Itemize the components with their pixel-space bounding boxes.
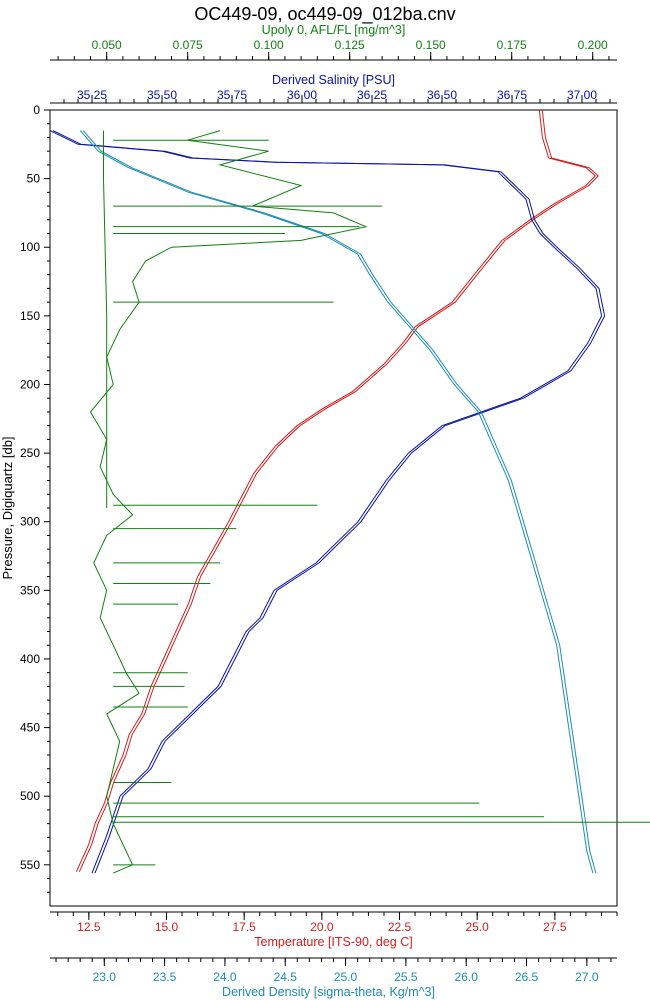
density-tick-label: 27.0	[575, 970, 599, 984]
y-tick-label: 250	[20, 446, 40, 460]
salinity-axis-title: Derived Salinity [PSU]	[272, 73, 395, 87]
density-series-line-upcast	[82, 130, 597, 874]
fluor-tick-label: 0.125	[335, 38, 365, 52]
y-tick-label: 500	[20, 789, 40, 803]
temperature-tick-label: 22.5	[388, 920, 412, 934]
salinity-tick-label: 36.00	[287, 88, 317, 102]
density-tick-label: 26.5	[515, 970, 539, 984]
temperature-tick-label: 25.0	[466, 920, 490, 934]
y-tick-label: 0	[33, 103, 40, 117]
y-tick-label: 100	[20, 240, 40, 254]
fluor-baseline	[103, 130, 108, 508]
y-tick-label: 200	[20, 377, 40, 391]
temperature-series-line	[75, 109, 597, 872]
salinity-series-line-upcast	[52, 130, 606, 874]
fluor-tick-label: 0.100	[254, 38, 284, 52]
fluor-series-line	[89, 130, 368, 874]
salinity-tick-label: 36.75	[497, 88, 527, 102]
series-layer	[49, 109, 650, 874]
density-series-line	[79, 130, 594, 874]
density-tick-label: 26.0	[455, 970, 479, 984]
temperature-tick-label: 17.5	[232, 920, 256, 934]
fluor-tick-label: 0.150	[416, 38, 446, 52]
density-tick-label: 23.5	[153, 970, 177, 984]
density-tick-label: 25.0	[334, 970, 358, 984]
temperature-tick-label: 12.5	[77, 920, 101, 934]
density-tick-label: 23.0	[93, 970, 117, 984]
y-tick-label: 400	[20, 652, 40, 666]
y-tick-label: 350	[20, 583, 40, 597]
salinity-tick-label: 37.00	[567, 88, 597, 102]
chart-title: OC449-09, oc449-09_012ba.cnv	[194, 4, 455, 25]
temperature-axis-title: Temperature [ITS-90, deg C]	[254, 935, 412, 949]
density-axis-title: Derived Density [sigma-theta, Kg/m^3]	[222, 985, 435, 999]
fluor-tick-label: 0.175	[497, 38, 527, 52]
fluor-tick-label: 0.200	[578, 38, 608, 52]
salinity-tick-label: 35.50	[147, 88, 177, 102]
y-tick-label: 450	[20, 721, 40, 735]
axes-layer: 0 50 100 150 200 250 300 350 400 450 500 550 Pressur…	[0, 23, 618, 999]
salinity-tick-label: 35.25	[77, 88, 107, 102]
temperature-tick-label: 15.0	[155, 920, 179, 934]
fluor-tick-label: 0.050	[92, 38, 122, 52]
temperature-tick-label: 20.0	[310, 920, 334, 934]
density-tick-label: 24.0	[213, 970, 237, 984]
plot-frame	[49, 109, 618, 907]
salinity-tick-label: 35.75	[217, 88, 247, 102]
salinity-tick-label: 36.25	[357, 88, 387, 102]
y-tick-label: 150	[20, 309, 40, 323]
fluor-tick-label: 0.075	[173, 38, 203, 52]
y-tick-label: 550	[20, 858, 40, 872]
density-tick-label: 25.5	[394, 970, 418, 984]
y-axis-label: Pressure, Digiquartz [db]	[0, 436, 15, 579]
temperature-series-line-upcast	[78, 109, 600, 872]
temperature-tick-label: 27.5	[543, 920, 567, 934]
y-tick-label: 50	[27, 172, 41, 186]
density-tick-label: 24.5	[274, 970, 298, 984]
fluor-axis-title: Upoly 0, AFL/FL [mg/m^3]	[262, 23, 406, 37]
y-tick-label: 300	[20, 515, 40, 529]
salinity-tick-label: 36.50	[427, 88, 457, 102]
